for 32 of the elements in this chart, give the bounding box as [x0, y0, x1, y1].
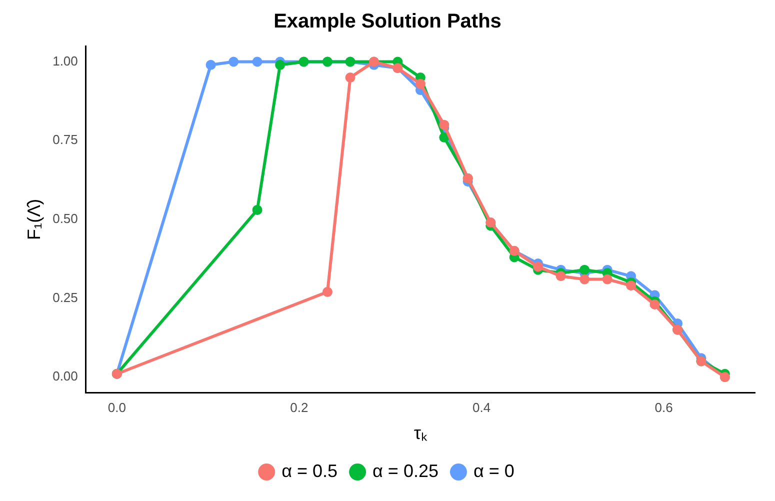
point — [252, 204, 262, 215]
point — [345, 72, 356, 83]
point — [580, 264, 590, 275]
x-tick-label: 0.4 — [472, 400, 491, 416]
y-tick-label: 0.75 — [52, 132, 78, 148]
point — [252, 56, 262, 67]
y-tick-label: 0.50 — [52, 210, 78, 226]
y-tick-label: 0.25 — [52, 290, 78, 305]
point — [228, 56, 239, 67]
y-tick-label: 0.00 — [52, 368, 78, 384]
chart-title: Example Solution Paths — [274, 10, 502, 33]
point — [275, 60, 286, 70]
y-axis-title: F₁(Λ̂) — [24, 198, 44, 240]
point — [602, 274, 612, 284]
point — [650, 300, 660, 310]
y-tick-label: 1.00 — [52, 53, 78, 68]
x-tick-label: 0.0 — [108, 400, 126, 416]
point — [439, 132, 450, 142]
point — [206, 60, 216, 70]
x-tick-label: 0.2 — [290, 400, 308, 416]
point — [415, 78, 426, 89]
legend-label: α = 0.5 — [282, 460, 338, 481]
point — [626, 280, 636, 291]
point — [580, 274, 590, 284]
point — [556, 271, 566, 282]
point — [439, 120, 450, 130]
legend-label: α = 0.25 — [372, 460, 438, 481]
x-axis-title: τₖ — [414, 423, 428, 444]
point — [322, 286, 332, 297]
legend-label: α = 0 — [473, 460, 514, 481]
x-tick-label: 0.6 — [654, 400, 673, 416]
point — [533, 262, 544, 272]
